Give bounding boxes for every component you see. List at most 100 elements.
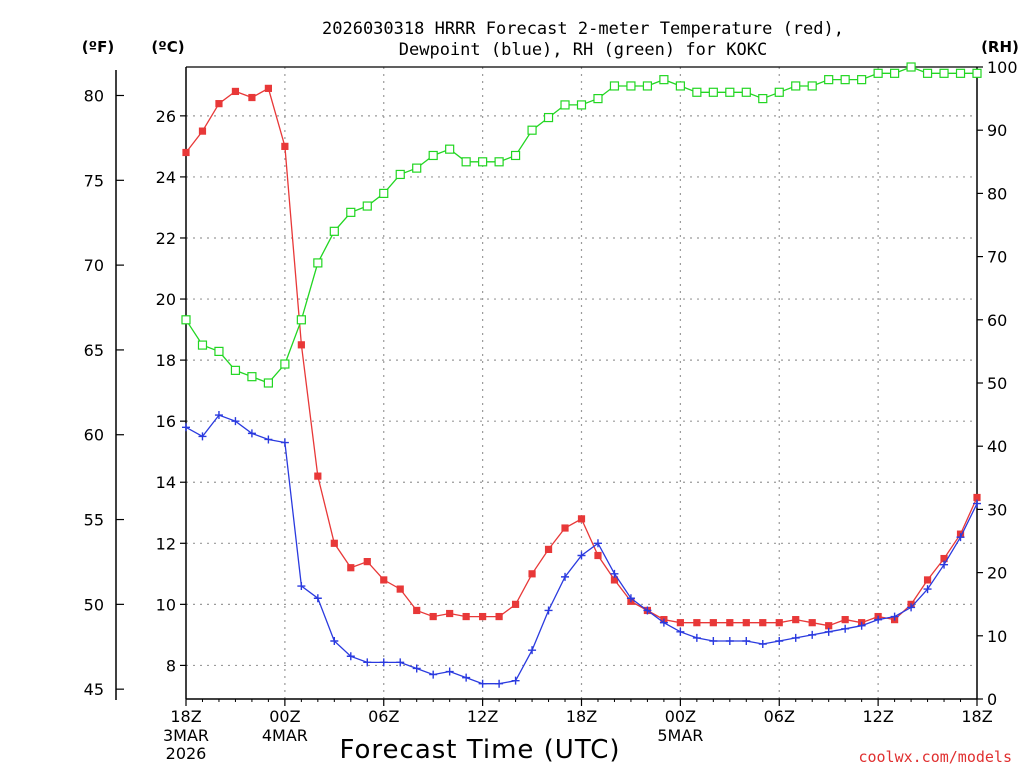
dewpoint-point xyxy=(363,658,372,667)
date-label: 3MAR xyxy=(163,726,209,745)
celsius-tick-label: 16 xyxy=(156,412,176,431)
dewpoint-point xyxy=(874,615,883,624)
dewpoint-point xyxy=(956,533,965,542)
rh-point xyxy=(445,144,455,154)
dewpoint-point xyxy=(923,585,932,594)
rh-tick-label: 30 xyxy=(987,500,1007,519)
dewpoint-point xyxy=(429,670,438,679)
rh-tick-label: 10 xyxy=(987,627,1007,646)
dewpoint-point xyxy=(231,417,240,426)
rh-point xyxy=(642,81,653,91)
rh-point xyxy=(395,169,405,180)
dewpoint-point xyxy=(692,633,701,642)
rh-point xyxy=(922,68,933,78)
dewpoint-point xyxy=(528,646,537,655)
rh-tick-label: 50 xyxy=(987,374,1007,393)
rh-point xyxy=(329,226,339,236)
fahrenheit-tick-label: 55 xyxy=(84,511,104,530)
temperature-point xyxy=(577,515,586,523)
dewpoint-point xyxy=(462,673,471,682)
rh-point xyxy=(461,157,471,167)
dewpoint-point xyxy=(907,603,916,612)
dewpoint-point xyxy=(561,572,570,581)
rh-point xyxy=(708,87,718,97)
temperature-point xyxy=(825,622,833,630)
rh-point xyxy=(181,315,191,325)
rh-point xyxy=(362,201,372,211)
temperature-point xyxy=(610,576,619,584)
dewpoint-point xyxy=(973,499,981,508)
temperature-point xyxy=(396,585,404,593)
temperature-point xyxy=(775,619,783,627)
rh-point xyxy=(379,188,389,198)
dewpoint-point xyxy=(445,667,454,676)
fahrenheit-tick-label: 65 xyxy=(84,341,104,360)
time-tick-label: 12Z xyxy=(862,707,893,726)
dewpoint-point xyxy=(940,560,949,569)
temperature-point xyxy=(709,619,717,627)
rh-point xyxy=(675,81,685,91)
temperature-point xyxy=(808,619,816,627)
temperature-point xyxy=(676,619,684,627)
dewpoint-point xyxy=(742,636,751,645)
fahrenheit-axis: 45 50 55 60 65 70 75 80 xyxy=(84,86,124,699)
rh-axis: 0 10 20 30 40 50 60 70 80 90 100 xyxy=(977,58,1018,709)
celsius-tick-label: 24 xyxy=(156,168,176,187)
dewpoint-point xyxy=(297,582,306,591)
rh-tick-label: 20 xyxy=(987,564,1007,583)
temperature-point xyxy=(248,93,256,102)
fahrenheit-tick-label: 80 xyxy=(84,86,104,105)
temperature-point xyxy=(429,612,437,621)
time-tick-label: 12Z xyxy=(467,707,498,726)
dewpoint-point xyxy=(214,411,223,420)
temperature-point xyxy=(231,87,240,96)
temperature-point xyxy=(330,539,338,547)
rh-tick-label: 90 xyxy=(987,121,1007,140)
rh-point xyxy=(280,359,290,369)
temperature-point xyxy=(446,609,454,618)
rh-tick-label: 60 xyxy=(987,311,1007,330)
rh-point xyxy=(214,346,224,356)
rh-point xyxy=(560,100,570,110)
temperature-point xyxy=(528,570,536,578)
rh-point xyxy=(873,68,883,78)
temperature-point xyxy=(347,564,355,572)
dewpoint-point xyxy=(313,594,322,603)
temperature-point xyxy=(413,606,421,615)
temperature-point xyxy=(841,616,849,624)
fahrenheit-axis-unit: (ºF) xyxy=(82,38,114,56)
celsius-axis-unit: (ºC) xyxy=(151,38,184,56)
rh-point xyxy=(741,87,751,97)
temperature-point xyxy=(281,142,289,150)
time-tick-label: 18Z xyxy=(566,707,597,726)
temperature-point xyxy=(726,619,734,627)
rh-point xyxy=(824,75,834,85)
dewpoint-point xyxy=(610,569,619,578)
gridlines xyxy=(186,67,977,699)
x-axis-title: Forecast Time (UTC) xyxy=(339,735,620,765)
rh-point xyxy=(890,68,900,78)
dewpoint-point xyxy=(247,429,256,438)
rh-point xyxy=(593,93,603,104)
rh-line xyxy=(185,66,977,384)
dewpoint-point xyxy=(330,636,339,645)
rh-point xyxy=(428,150,438,161)
temperature-point xyxy=(495,612,503,621)
temperature-point xyxy=(297,341,305,349)
temperature-point xyxy=(594,551,602,560)
rh-point xyxy=(626,81,636,91)
rh-point xyxy=(906,62,916,72)
rh-point xyxy=(543,112,554,123)
date-label: 4MAR xyxy=(262,726,308,745)
dewpoint-point xyxy=(478,679,487,688)
dewpoint-point xyxy=(890,612,899,621)
rh-tick-label: 0 xyxy=(987,690,997,709)
data-series xyxy=(181,62,982,688)
credit-text: coolwx.com/models xyxy=(858,748,1012,766)
dewpoint-point xyxy=(643,606,652,615)
celsius-tick-label: 14 xyxy=(156,473,176,492)
rh-point xyxy=(313,258,323,268)
time-tick-label: 18Z xyxy=(961,707,992,726)
rh-point xyxy=(346,207,356,217)
